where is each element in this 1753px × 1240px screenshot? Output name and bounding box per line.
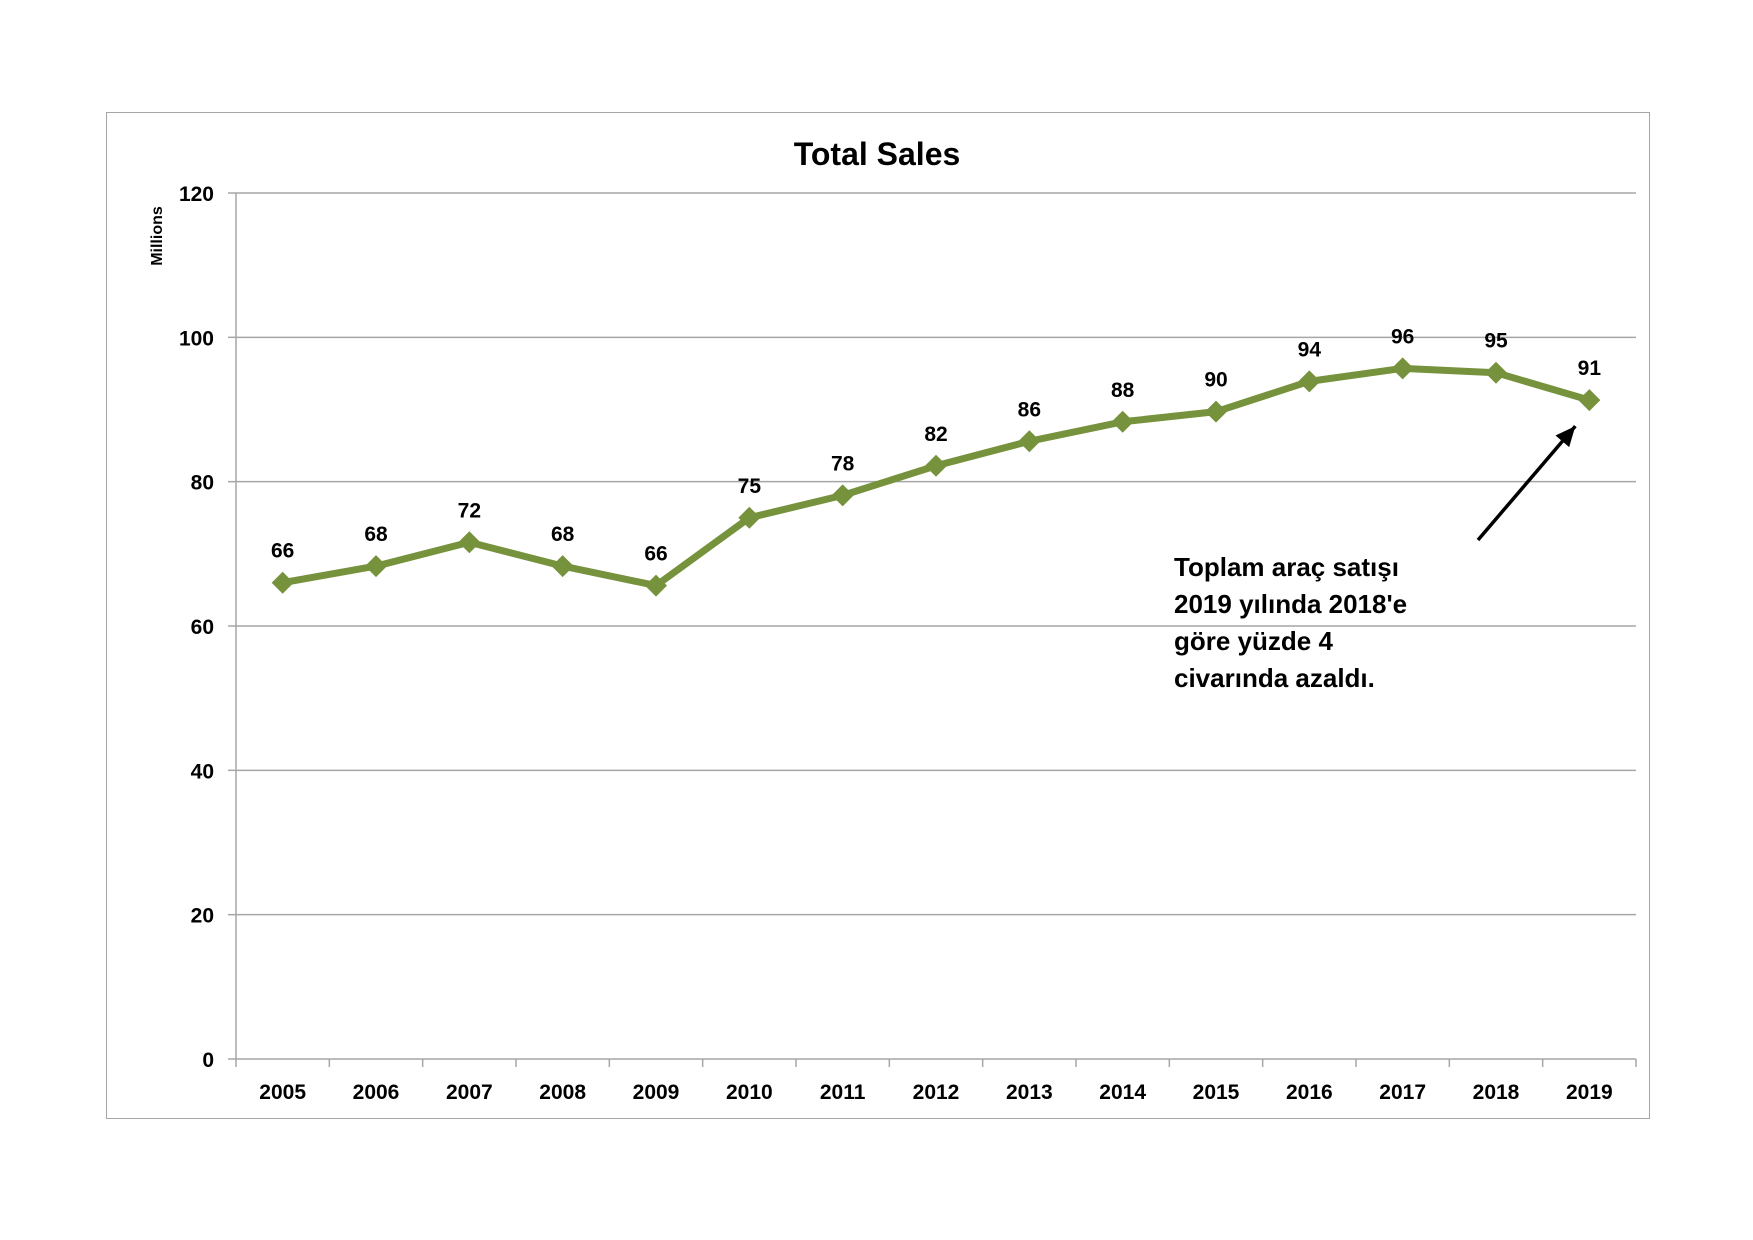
- annotation: Toplam araç satışı 2019 yılında 2018'e g…: [1174, 424, 1577, 693]
- x-tick-label: 2011: [820, 1081, 866, 1104]
- x-tick-label: 2006: [353, 1081, 400, 1104]
- data-label: 95: [1484, 330, 1508, 353]
- data-point: [1485, 361, 1507, 384]
- data-label: 68: [551, 523, 575, 546]
- x-tick-label: 2012: [913, 1081, 960, 1104]
- data-point: [1205, 400, 1227, 423]
- annotation-text: Toplam araç satışı 2019 yılında 2018'e g…: [1174, 552, 1414, 693]
- data-label: 78: [831, 452, 855, 475]
- series-line: [271, 357, 1601, 597]
- data-point: [1018, 430, 1041, 453]
- data-label: 68: [364, 523, 388, 546]
- y-tick-label: 120: [179, 183, 214, 206]
- data-label: 82: [924, 423, 947, 446]
- annotation-arrow-line: [1476, 424, 1577, 542]
- y-tick-label: 100: [179, 327, 214, 350]
- data-point: [645, 574, 667, 597]
- data-point: [271, 571, 294, 594]
- x-tick-label: 2010: [726, 1081, 773, 1104]
- data-label: 96: [1391, 325, 1414, 348]
- data-label: 86: [1018, 398, 1041, 421]
- data-labels: 66 68 72 68 66 75 78 82 86 88 90 94 96 95 91: [271, 325, 1601, 565]
- x-tick-label: 2016: [1286, 1081, 1333, 1104]
- data-point: [1298, 370, 1321, 393]
- x-tick-label: 2007: [446, 1081, 493, 1104]
- x-tick-label: 2014: [1099, 1081, 1146, 1104]
- x-tick-label: 2013: [1006, 1081, 1053, 1104]
- data-label: 90: [1204, 369, 1227, 392]
- data-point: [738, 506, 761, 529]
- x-tick-label: 2017: [1379, 1081, 1426, 1104]
- data-point: [551, 555, 574, 578]
- x-tick-label: 2018: [1473, 1081, 1520, 1104]
- y-tick-label: 60: [191, 616, 214, 639]
- data-point: [365, 555, 387, 578]
- data-point: [831, 484, 854, 507]
- annotation-line: göre yüzde 4: [1174, 626, 1333, 656]
- y-tick-label: 40: [191, 760, 214, 783]
- annotation-arrow-head: [1555, 426, 1576, 448]
- data-point: [1391, 357, 1414, 380]
- annotation-line: civarında azaldı.: [1174, 663, 1375, 693]
- data-label: 94: [1298, 338, 1322, 361]
- x-tick-label: 2019: [1566, 1081, 1613, 1104]
- data-label: 72: [458, 499, 481, 522]
- data-label: 88: [1111, 379, 1135, 402]
- x-tick-label: 2015: [1193, 1081, 1240, 1104]
- data-point: [1111, 410, 1134, 433]
- data-label: 66: [271, 540, 294, 563]
- x-tick-label: 2008: [539, 1081, 586, 1104]
- data-point: [458, 531, 481, 554]
- annotation-line: Toplam araç satışı: [1174, 552, 1399, 582]
- x-tick-label: 2005: [259, 1081, 306, 1104]
- data-point: [1578, 389, 1601, 412]
- x-tick-label: 2009: [633, 1081, 680, 1104]
- data-label: 75: [738, 475, 762, 498]
- y-tick-label: 80: [191, 472, 214, 495]
- chart-title: Total Sales: [794, 136, 961, 172]
- data-point: [925, 454, 947, 477]
- annotation-line: 2019 yılında 2018'e: [1174, 589, 1407, 619]
- axes: 0 20 40 60 80 100 120 2005 2006 2007 2008 2009 2010 2…: [179, 183, 1637, 1104]
- data-label: 91: [1578, 357, 1602, 380]
- gridlines: [236, 192, 1636, 916]
- data-label: 66: [644, 543, 667, 566]
- chart-frame: [106, 112, 1650, 1119]
- y-unit-label: Millions: [149, 206, 166, 266]
- y-tick-label: 0: [202, 1049, 214, 1072]
- y-tick-label: 20: [191, 905, 214, 928]
